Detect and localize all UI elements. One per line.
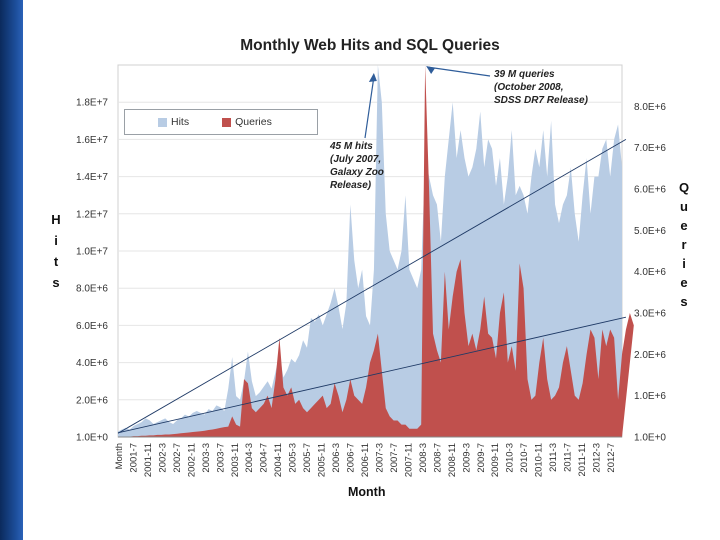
y-tick-label-left: 2.0E+6 — [76, 395, 108, 406]
x-tick-label: 2004-11 — [273, 443, 284, 477]
annotation-sdss-dr7: 39 M queries (October 2008, SDSS DR7 Rel… — [494, 68, 588, 107]
y-tick-label-right: 5.0E+6 — [634, 226, 666, 237]
annotation-arrow-queries — [427, 66, 491, 77]
x-tick-label: 2006-11 — [360, 443, 371, 477]
x-tick-label: 2003-3 — [201, 443, 212, 473]
y-tick-label-left: 1.8E+7 — [76, 98, 108, 109]
y-tick-label-right: 3.0E+6 — [634, 309, 666, 320]
legend-label-queries: Queries — [235, 116, 272, 128]
x-tick-label: 2008-3 — [418, 443, 429, 473]
x-tick-label: 2002-7 — [172, 443, 183, 473]
x-tick-label: 2011-3 — [548, 443, 559, 472]
x-tick-label: 2003-11 — [230, 443, 241, 477]
x-tick-label: 2001-7 — [129, 443, 140, 473]
x-tick-label: 2010-7 — [519, 443, 530, 473]
x-tick-label: 2005-3 — [288, 443, 299, 473]
series-hits-area — [118, 65, 622, 437]
annotation-galaxy-zoo: 45 M hits (July 2007, Galaxy Zoo Release… — [330, 140, 384, 192]
y-axis-title-letter: Q — [678, 180, 690, 195]
x-tick-label: 2010-11 — [534, 443, 545, 477]
y-axis-title-letter: s — [680, 294, 688, 309]
x-tick-label: 2009-11 — [490, 443, 501, 477]
annotation-line: (July 2007, — [330, 154, 382, 165]
legend-item-hits: Hits — [158, 116, 189, 128]
x-tick-label: 2007-7 — [389, 443, 400, 473]
annotation-line: Release) — [330, 180, 372, 191]
y-tick-label-left: 6.0E+6 — [76, 321, 108, 332]
series-queries-area — [118, 65, 634, 437]
legend-label-hits: Hits — [171, 116, 190, 128]
legend-swatch-hits — [158, 117, 167, 127]
y-axis-title-letter: r — [681, 237, 687, 252]
annotation-line: SDSS DR7 Release) — [494, 95, 588, 106]
annotation-arrow-hits — [364, 76, 375, 139]
legend-swatch-queries — [222, 117, 232, 127]
x-tick-label: 2003-7 — [215, 443, 226, 473]
x-tick-label: 2010-3 — [505, 443, 516, 473]
x-tick-label: 2005-11 — [317, 443, 328, 477]
x-tick-label: 2002-3 — [157, 443, 168, 473]
y-axis-title-letter: i — [54, 233, 58, 248]
x-tick-label: 2004-3 — [244, 443, 255, 473]
x-tick-label: 2007-11 — [403, 443, 414, 477]
hits-trend-line — [117, 139, 627, 434]
queries-trend-line — [117, 316, 627, 434]
x-tick-label: Month — [114, 443, 125, 469]
x-tick-label: 2006-3 — [331, 443, 342, 473]
slide-side-bar — [0, 0, 23, 540]
x-tick-label: 2009-7 — [476, 443, 487, 473]
x-tick-label: 2012-3 — [592, 443, 603, 473]
annotation-line: Galaxy Zoo — [330, 167, 384, 178]
x-tick-label: 2008-7 — [432, 443, 443, 473]
y-tick-label-right: 2.0E+6 — [634, 350, 666, 361]
annotation-arrowhead-hits — [368, 73, 377, 82]
annotation-line: (October 2008, — [494, 82, 564, 93]
y-tick-label-left: 1.6E+7 — [76, 135, 108, 146]
x-tick-label: 2007-3 — [375, 443, 386, 473]
y-tick-label-right: 6.0E+6 — [634, 185, 666, 196]
y-tick-label-left: 1.0E+0 — [76, 433, 108, 444]
y-axis-title-letter: e — [680, 218, 688, 233]
legend-item-queries: Queries — [222, 116, 272, 128]
y-tick-label-right: 1.0E+0 — [634, 433, 666, 444]
annotation-arrowhead-queries — [426, 66, 436, 74]
y-axis-title-letter: t — [53, 254, 59, 269]
x-tick-label: 2002-11 — [186, 443, 197, 477]
x-tick-label: 2011-7 — [563, 443, 574, 472]
annotation-line: 39 M queries — [494, 69, 555, 80]
y-tick-label-right: 1.0E+6 — [634, 391, 666, 402]
x-tick-label: 2001-11 — [143, 443, 154, 477]
y-tick-label-right: 7.0E+6 — [634, 143, 666, 154]
x-axis-title: Month — [348, 485, 386, 499]
x-tick-label: 2006-7 — [346, 443, 357, 473]
y-tick-label-left: 1.2E+7 — [76, 209, 108, 220]
y-axis-title-letter: H — [51, 212, 61, 227]
x-tick-label: 2009-3 — [461, 443, 472, 473]
x-tick-label: 2008-11 — [447, 443, 458, 477]
y-axis-title-letter: u — [680, 199, 688, 214]
y-tick-label-left: 1.0E+7 — [76, 247, 108, 258]
y-tick-label-left: 1.4E+7 — [76, 172, 108, 183]
y-tick-label-right: 8.0E+6 — [634, 102, 666, 113]
y-axis-title-letter: i — [682, 256, 686, 271]
x-tick-label: 2012-7 — [606, 443, 617, 473]
x-tick-label: 2011-11 — [577, 443, 588, 476]
y-tick-label-left: 8.0E+6 — [76, 284, 108, 295]
chart-title: Monthly Web Hits and SQL Queries — [240, 37, 500, 54]
annotation-line: 45 M hits — [330, 141, 373, 152]
y-axis-title-letter: s — [52, 275, 60, 290]
y-tick-label-right: 4.0E+6 — [634, 267, 666, 278]
y-tick-label-left: 4.0E+6 — [76, 358, 108, 369]
x-tick-label: 2004-7 — [259, 443, 270, 473]
x-tick-label: 2005-7 — [302, 443, 313, 473]
y-axis-title-letter: e — [680, 275, 688, 290]
chart-legend: Hits Queries — [124, 109, 318, 135]
